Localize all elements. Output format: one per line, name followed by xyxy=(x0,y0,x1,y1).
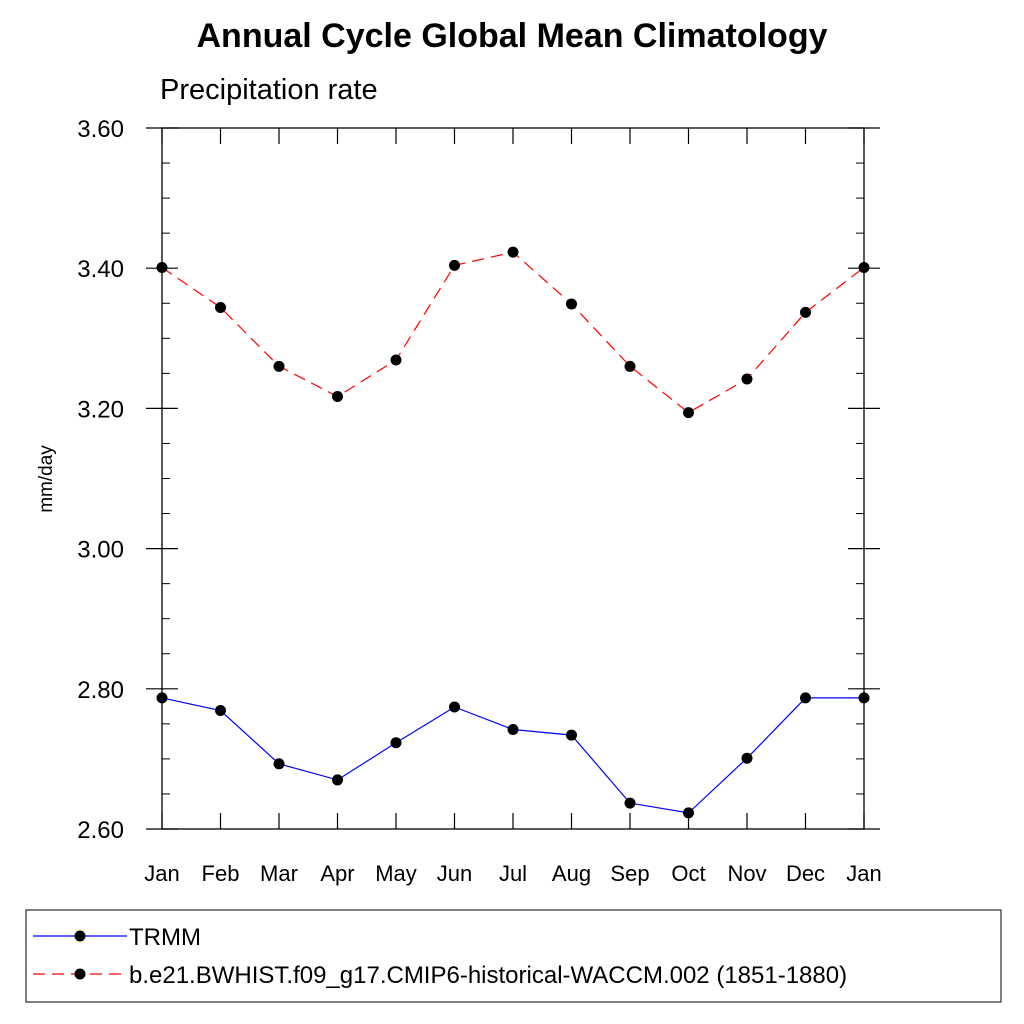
series-0-point xyxy=(332,774,343,786)
series-1-point xyxy=(273,360,285,372)
series-1-point xyxy=(507,246,519,258)
series-0-point xyxy=(390,737,402,749)
legend-marker-1 xyxy=(74,968,86,980)
y-tick-label: 2.60 xyxy=(77,817,124,844)
series-0-point xyxy=(858,692,870,704)
series-0-point xyxy=(741,752,753,764)
legend: TRMM b.e21.BWHIST.f09_g17.CMIP6-historica… xyxy=(33,924,847,989)
x-tick-label: Apr xyxy=(320,861,354,886)
axis-ticks xyxy=(146,127,880,830)
y-tick-label: 3.60 xyxy=(77,116,124,143)
series-0-point xyxy=(683,807,694,819)
chart-title: Annual Cycle Global Mean Climatology xyxy=(197,17,828,55)
series-1-point xyxy=(156,261,168,273)
x-tick-label: Nov xyxy=(727,861,766,886)
series-0-point xyxy=(566,729,577,741)
series-line-0 xyxy=(161,697,864,814)
plot-frame xyxy=(161,127,865,830)
series-1-point xyxy=(390,354,402,366)
series-0-point xyxy=(156,692,168,704)
series-0-point xyxy=(800,692,811,704)
series-0-point xyxy=(215,705,226,717)
series-1-point xyxy=(449,259,460,271)
x-tick-label: Jan xyxy=(846,861,881,886)
chart-subtitle: Precipitation rate xyxy=(160,74,378,106)
series-layer xyxy=(156,246,870,819)
x-tick-label: Aug xyxy=(552,861,591,886)
series-1-point xyxy=(858,261,870,273)
series-0-point xyxy=(624,797,636,809)
series-1-point xyxy=(566,298,577,310)
y-tick-label: 3.20 xyxy=(77,396,124,423)
legend-label-0: TRMM xyxy=(129,924,201,951)
x-tick-label: Dec xyxy=(786,861,825,886)
y-tick-labels: 2.60 2.80 3.00 3.20 3.40 3.60 xyxy=(77,116,124,844)
x-tick-label: Jun xyxy=(437,861,472,886)
series-0-point xyxy=(273,758,285,770)
series-1-point xyxy=(741,373,753,385)
x-tick-label: Mar xyxy=(260,861,298,886)
x-tick-label: May xyxy=(375,861,417,886)
x-tick-label: Feb xyxy=(202,861,240,886)
y-tick-label: 3.00 xyxy=(77,537,124,564)
series-1-point xyxy=(332,390,343,402)
y-tick-label: 2.80 xyxy=(77,677,124,704)
series-0-point xyxy=(507,723,519,735)
series-1-point xyxy=(215,301,226,313)
series-1-point xyxy=(683,407,694,419)
x-tick-labels: Jan Feb Mar Apr May Jun Jul Aug Sep Oct Nov Dec Jan xyxy=(144,861,881,886)
x-tick-label: Jan xyxy=(144,861,179,886)
legend-box xyxy=(25,909,1002,1003)
y-axis-label: mm/day xyxy=(36,445,57,513)
series-line-1 xyxy=(161,251,865,414)
x-tick-label: Jul xyxy=(499,861,527,886)
series-1-point xyxy=(624,360,636,372)
legend-label-1: b.e21.BWHIST.f09_g17.CMIP6-historical-WA… xyxy=(129,962,847,989)
series-1-point xyxy=(800,306,811,318)
x-tick-label: Sep xyxy=(610,861,649,886)
series-0-point xyxy=(449,701,460,713)
legend-marker-0 xyxy=(74,930,86,942)
y-tick-label: 3.40 xyxy=(77,256,124,283)
x-tick-label: Oct xyxy=(671,861,705,886)
